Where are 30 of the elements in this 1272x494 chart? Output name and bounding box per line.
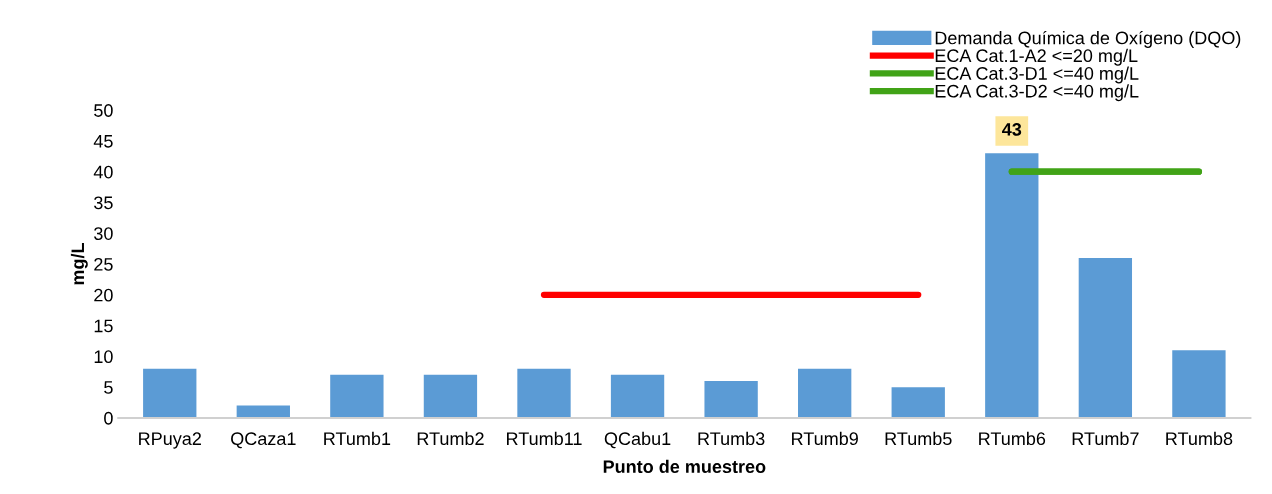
x-tick-label: RTumb8: [1166, 431, 1233, 446]
x-tick-label: RTumb1: [324, 431, 391, 446]
y-tick-label: 20: [94, 288, 113, 302]
legend-label: ECA Cat.3-D2 <=40 mg/L: [935, 84, 1139, 102]
x-tick-label: RTumb2: [417, 431, 484, 446]
y-tick-label: 10: [94, 350, 113, 364]
y-axis-title: mg/L: [70, 243, 88, 285]
x-tick-label: RTumb3: [698, 431, 765, 446]
y-tick-label: 5: [104, 381, 113, 394]
x-tick-label: RTumb9: [792, 431, 858, 446]
data-label: 43: [1002, 123, 1022, 136]
x-tick-label: RPuya2: [139, 432, 201, 449]
x-tick-label: RTumb5: [885, 431, 952, 446]
y-tick-label: 0: [104, 411, 113, 425]
legend-label: ECA Cat.1-A2 <=20 mg/L: [935, 48, 1138, 66]
y-tick-label: 40: [93, 165, 113, 179]
x-tick-label: QCaza1: [231, 432, 296, 449]
x-tick-label: RTumb11: [507, 431, 582, 446]
x-tick-label: QCabu1: [604, 431, 671, 449]
x-axis-title: Punto de muestreo: [603, 459, 766, 474]
legend-label: Demanda Química de Oxígeno (DQO): [935, 30, 1241, 48]
y-tick-label: 35: [94, 196, 113, 210]
y-tick-label: 15: [94, 319, 113, 333]
y-tick-label: 30: [94, 227, 113, 240]
y-tick-label: 50: [94, 104, 113, 117]
y-tick-label: 45: [93, 135, 113, 148]
legend-label: ECA Cat.3-D1 <=40 mg/L: [935, 66, 1139, 84]
y-tick-label: 25: [94, 257, 113, 271]
x-tick-label: RTumb6: [979, 431, 1046, 446]
x-tick-label: RTumb7: [1072, 431, 1139, 446]
